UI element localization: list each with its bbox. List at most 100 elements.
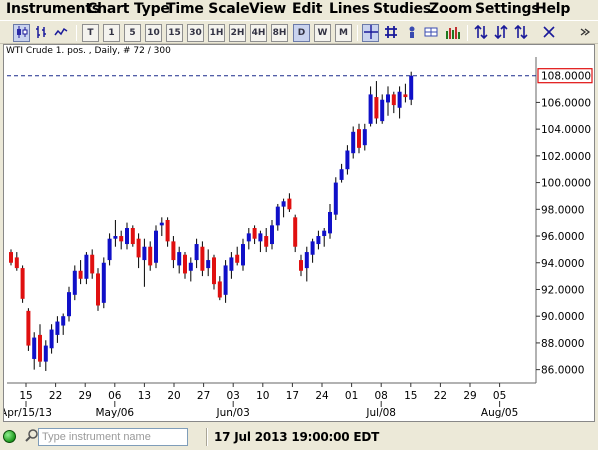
info-icon[interactable] [403,24,420,42]
candle-body [299,260,303,271]
candle-body [136,238,141,258]
zoom-in-x-icon[interactable] [472,24,489,42]
x-tick-label: 29 [79,390,92,402]
candle-body [43,345,48,362]
candle-body [148,246,153,266]
candle-body [351,131,356,154]
month-tick-label: Apr/15/13 [4,407,52,419]
candle-body [9,252,13,263]
candle-body [241,244,245,266]
timeframe-30m[interactable]: 30 [187,24,204,42]
candle-body [322,230,327,237]
timeframe-weekly[interactable]: W [314,24,331,42]
timeframe-2h[interactable]: 2H [229,24,246,42]
price-chart: 86.0000 88.0000 90.0000 92.0000 94.0000 96.00… [4,57,593,419]
timeframe-1h[interactable]: 1H [208,24,225,42]
instrument-search-input[interactable] [38,428,188,446]
candle-body [194,244,199,261]
candle-body [171,241,176,261]
candle-body [200,246,205,271]
menu-instruments[interactable]: Instruments [6,1,100,17]
candle-body [130,228,135,245]
volume-icon[interactable] [444,24,461,42]
menu-settings[interactable]: Settings [475,1,540,17]
toolbar-overflow-chevron-icon[interactable] [576,24,593,42]
candle-body [159,222,164,226]
candle-body [188,262,193,271]
y-tick-label: 94.0000 [541,258,584,270]
candle-body [252,228,257,239]
grid-icon[interactable] [382,24,399,42]
candle-body [125,228,129,245]
candle-body [165,219,170,242]
candle-body [264,236,269,247]
x-tick-label: 29 [463,390,476,402]
delete-lines-icon[interactable] [540,24,557,42]
month-tick-label: May/06 [95,407,134,419]
candle-body [26,310,31,346]
menu-chart-type[interactable]: Chart Type [87,1,170,17]
line-chart-icon[interactable] [52,24,69,42]
chart-area[interactable]: WTI Crude 1. pos. , Daily, # 72 / 300 86… [3,44,595,422]
x-tick-label: 17 [286,390,299,402]
toolbar: T 1 5 10 15 30 1H 2H 4H 8H D W M [0,20,598,44]
status-separator [206,428,208,446]
crosshair-icon[interactable] [362,24,379,42]
candle-body [235,254,240,263]
candle-body [90,254,95,274]
current-price-label: 108.0000 [541,71,591,83]
candle-body [14,257,19,269]
candle-body [229,257,234,271]
timeframe-10m[interactable]: 10 [145,24,162,42]
candle-body [96,273,100,306]
candle-body [107,238,112,261]
y-tick-label: 90.0000 [541,311,584,323]
candle-body [72,270,77,295]
timeframe-daily[interactable]: D [293,24,310,42]
menu-time-scale[interactable]: Time Scale [166,1,250,17]
candle-body [357,129,361,148]
candle-body [403,94,408,98]
candle-body [32,337,37,359]
menu-studies[interactable]: Studies [373,1,431,17]
candle-body [328,211,332,234]
candle-body [310,241,315,255]
x-tick-label: 20 [167,390,180,402]
timeframe-monthly[interactable]: M [335,24,352,42]
menu-lines[interactable]: Lines [329,1,370,17]
candlestick-chart-icon[interactable] [13,24,30,42]
timeframe-tick[interactable]: T [82,24,99,42]
status-datetime: 17 Jul 2013 19:00:00 EDT [214,430,380,444]
data-window-icon[interactable] [422,24,439,42]
candle-body [20,268,25,299]
x-tick-label: 15 [19,390,32,402]
timeframe-8h[interactable]: 8H [271,24,288,42]
menu-edit[interactable]: Edit [292,1,323,17]
candle-body [333,182,338,215]
timeframe-5m[interactable]: 5 [124,24,141,42]
candle-body [142,246,147,261]
bar-chart-icon[interactable] [32,24,49,42]
menu-zoom[interactable]: Zoom [429,1,473,17]
candle-body [38,334,42,362]
candle-body [281,201,286,207]
menu-help[interactable]: Help [535,1,571,17]
y-tick-label: 96.0000 [541,231,584,243]
x-tick-label: 15 [404,390,417,402]
timeframe-1m[interactable]: 1 [103,24,120,42]
zoom-out-x-icon[interactable] [492,24,509,42]
x-tick-label: 10 [256,390,269,402]
candle-body [397,91,402,108]
candle-body [101,262,106,303]
candle-body [293,217,298,247]
menu-view[interactable]: View [249,1,287,17]
timeframe-4h[interactable]: 4H [250,24,267,42]
candle-body [113,236,118,239]
chart-instrument-label: WTI Crude 1. pos. , Daily, # 72 / 300 [6,46,171,56]
zoom-in-y-icon[interactable] [512,24,529,42]
month-tick-label: Jun/03 [216,407,250,419]
candle-body [61,316,66,326]
candle-body [275,206,280,226]
timeframe-15m[interactable]: 15 [166,24,183,42]
candle-body [223,265,228,295]
